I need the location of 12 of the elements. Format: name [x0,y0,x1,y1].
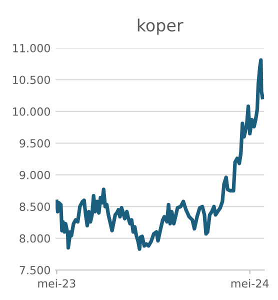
x-tick-label: mei-24 [231,279,269,288]
y-tick-label: 10.500 [13,76,50,84]
y-tick-label: 8.500 [20,202,50,211]
y-tick-label: 7.500 [20,266,50,274]
x-tick-label: mei-23 [38,279,76,288]
y-tick-label: 11.000 [13,44,50,52]
y-tick-label: 9.500 [20,139,50,148]
y-tick-label: 9.000 [20,170,50,180]
chart-title: koper [138,18,184,35]
y-tick-label: 8.000 [20,234,50,243]
y-tick-label: 10.000 [13,107,50,116]
line-series [56,58,264,251]
